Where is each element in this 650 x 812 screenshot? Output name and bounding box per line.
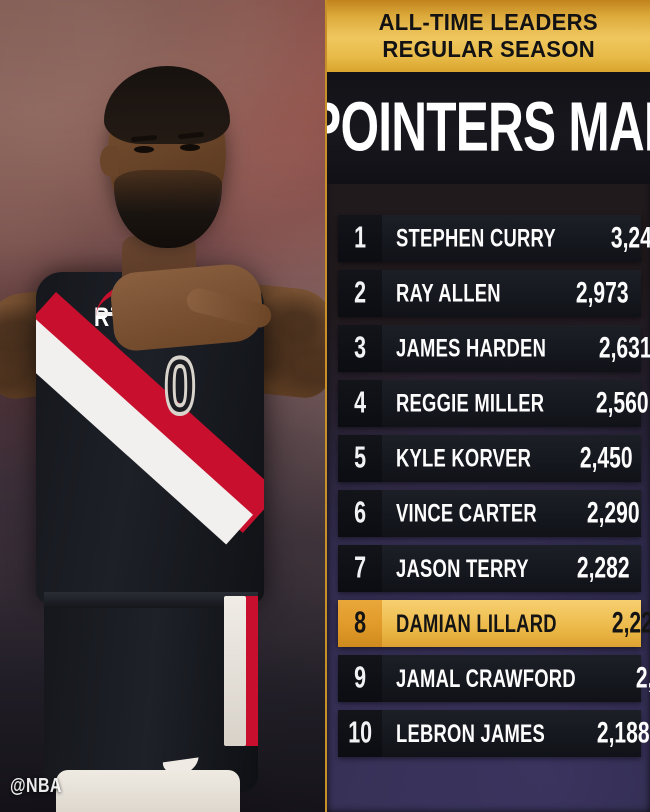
row-rank-text: 8 — [354, 606, 366, 640]
leaderboard-panel: ALL-TIME LEADERS REGULAR SEASON 3-POINTE… — [325, 0, 650, 812]
row-rank-text: 4 — [354, 386, 366, 420]
row-stat-value: 2,221 — [621, 661, 650, 695]
row-rank-text: 7 — [354, 551, 366, 585]
leaderboard-row: 5 KYLE KORVER 2,450 — [338, 435, 641, 482]
row-rank-text: 9 — [354, 661, 366, 695]
leaderboard-row: 9 JAMAL CRAWFORD 2,221 — [338, 655, 650, 702]
row-stat-value: 2,450 — [565, 441, 645, 475]
row-player-name: RAY ALLEN — [382, 278, 561, 308]
panel-header: ALL-TIME LEADERS REGULAR SEASON — [327, 0, 650, 72]
row-rank: 2 — [338, 270, 382, 317]
row-rank: 6 — [338, 490, 382, 537]
player-legs — [56, 770, 240, 812]
row-player-name-text: JAMES HARDEN — [396, 333, 547, 363]
row-stat-value-text: 2,973 — [576, 276, 629, 310]
header-line-2: REGULAR SEASON — [382, 36, 595, 62]
shorts-stripe-red — [244, 596, 258, 746]
player-ear — [100, 146, 118, 176]
row-rank: 7 — [338, 545, 382, 592]
row-stat-value: 2,222 — [597, 606, 650, 640]
row-rank-text: 10 — [348, 716, 372, 750]
row-player-name-text: STEPHEN CURRY — [396, 223, 556, 253]
row-rank: 8 — [338, 600, 382, 647]
row-rank-text: 1 — [354, 221, 366, 255]
row-player-name: LEBRON JAMES — [382, 718, 582, 748]
row-player-name: STEPHEN CURRY — [382, 223, 596, 253]
row-stat-value: 2,188 — [582, 716, 650, 750]
row-stat-value-text: 2,222 — [611, 606, 650, 640]
player-hair — [104, 66, 230, 144]
row-rank-text: 2 — [354, 276, 366, 310]
row-stat-value-text: 2,290 — [586, 496, 640, 530]
row-rank-text: 3 — [354, 331, 366, 365]
row-player-name: DAMIAN LILLARD — [382, 608, 597, 638]
stat-title: 3-POINTERS MADE — [327, 88, 650, 167]
row-player-name: JASON TERRY — [382, 553, 562, 583]
player-shorts — [44, 592, 258, 792]
row-stat-value-text: 2,450 — [579, 441, 633, 475]
player-photo: RTLAND 0 @NBA — [0, 0, 325, 812]
player-eye-right — [180, 144, 200, 151]
leaderboard-row: 10 LEBRON JAMES 2,188 — [338, 710, 650, 757]
row-player-name-text: JASON TERRY — [396, 553, 529, 583]
row-stat-value-text: 2,221 — [635, 661, 650, 695]
row-stat-value-text: 2,188 — [597, 716, 650, 750]
leaderboard-rows: 1 STEPHEN CURRY 3,248 2 RAY ALLEN 2,973 3 JAMES… — [338, 215, 650, 765]
row-stat-value: 2,560 — [581, 386, 650, 420]
row-rank: 9 — [338, 655, 382, 702]
row-player-name: KYLE KORVER — [382, 443, 565, 473]
row-stat-value: 3,248 — [596, 221, 650, 255]
row-player-name: REGGIE MILLER — [382, 388, 581, 418]
row-player-name-text: KYLE KORVER — [396, 443, 532, 473]
row-stat-value-text: 2,631 — [598, 331, 650, 365]
row-stat-value: 2,290 — [572, 496, 650, 530]
header-line-1: ALL-TIME LEADERS — [378, 9, 599, 35]
stat-title-bar: 3-POINTERS MADE — [327, 72, 650, 184]
row-rank: 1 — [338, 215, 382, 262]
row-rank: 10 — [338, 710, 382, 757]
jersey-number: 0 — [163, 339, 198, 432]
row-rank-text: 5 — [354, 441, 366, 475]
row-rank: 3 — [338, 325, 382, 372]
row-stat-value: 2,973 — [561, 276, 641, 310]
row-player-name: VINCE CARTER — [382, 498, 572, 528]
shorts-waistband — [44, 592, 258, 608]
row-stat-value: 2,282 — [562, 551, 642, 585]
row-player-name: JAMAL CRAWFORD — [382, 663, 621, 693]
nba-watermark: @NBA — [10, 775, 62, 797]
leaderboard-row-highlighted: 8 DAMIAN LILLARD 2,222 — [338, 600, 650, 647]
row-rank-text: 6 — [354, 496, 366, 530]
leaderboard-row: 3 JAMES HARDEN 2,631 — [338, 325, 650, 372]
row-player-name: JAMES HARDEN — [382, 333, 584, 363]
row-player-name-text: DAMIAN LILLARD — [396, 608, 557, 638]
player-eye-left — [134, 146, 154, 153]
leaderboard-row: 6 VINCE CARTER 2,290 — [338, 490, 641, 537]
row-stat-value-text: 2,560 — [596, 386, 649, 420]
row-stat-value-text: 3,248 — [610, 221, 650, 255]
row-player-name-text: REGGIE MILLER — [396, 388, 545, 418]
row-player-name-text: VINCE CARTER — [396, 498, 537, 528]
shorts-stripe-white — [224, 596, 246, 746]
row-stat-value: 2,631 — [584, 331, 650, 365]
player-figure: RTLAND 0 — [0, 66, 325, 812]
leaderboard-row: 1 STEPHEN CURRY 3,248 — [338, 215, 650, 262]
leaderboard-row: 4 REGGIE MILLER 2,560 — [338, 380, 649, 427]
leaderboard-row: 7 JASON TERRY 2,282 — [338, 545, 641, 592]
row-player-name-text: RAY ALLEN — [396, 278, 501, 308]
row-player-name-text: JAMAL CRAWFORD — [396, 663, 576, 693]
row-rank: 4 — [338, 380, 382, 427]
leaderboard-row: 2 RAY ALLEN 2,973 — [338, 270, 641, 317]
row-player-name-text: LEBRON JAMES — [396, 718, 546, 748]
row-rank: 5 — [338, 435, 382, 482]
row-stat-value-text: 2,282 — [576, 551, 630, 585]
